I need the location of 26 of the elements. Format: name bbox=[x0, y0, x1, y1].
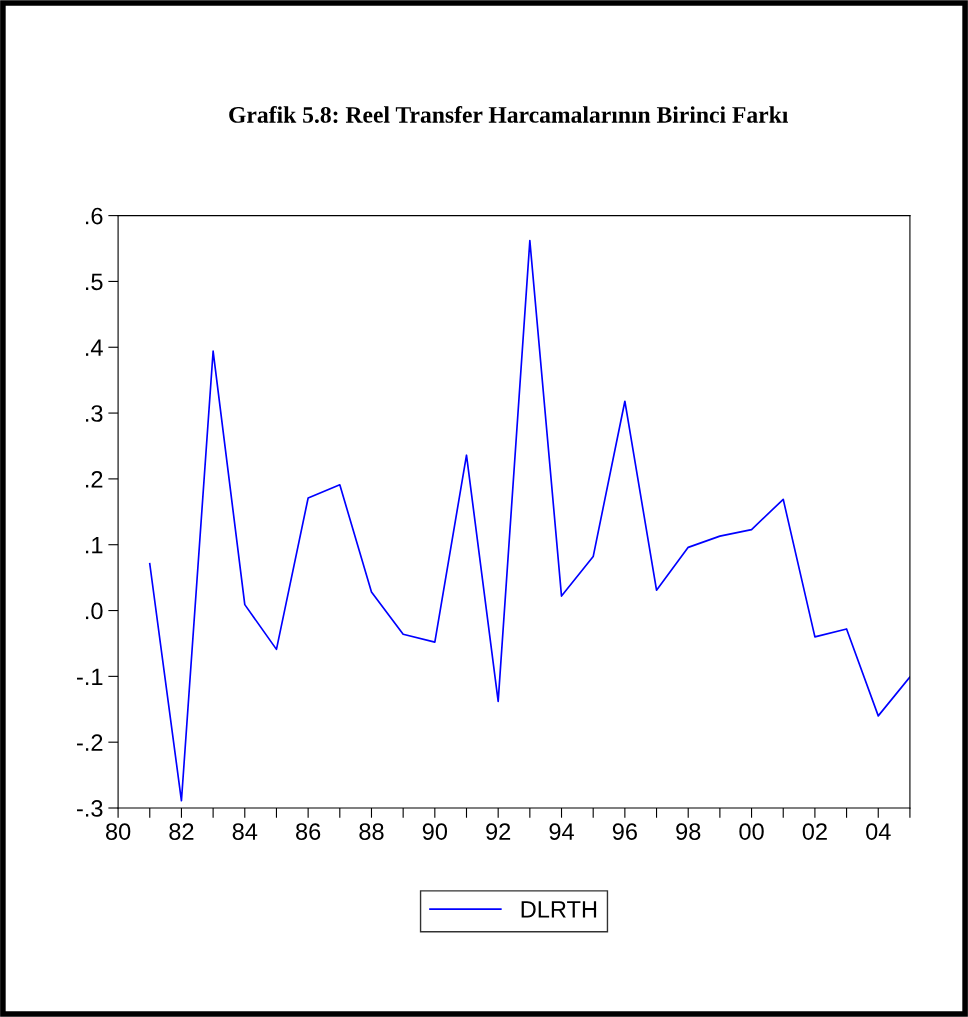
y-tick-label: -.2 bbox=[77, 734, 103, 751]
x-tick-label: 98 bbox=[676, 823, 701, 840]
chart-title: Grafik 5.8: Reel Transfer Harcamalarının Birinci Farkı bbox=[229, 106, 789, 123]
x-tick-label: 82 bbox=[169, 823, 194, 840]
x-tick-label: 96 bbox=[612, 823, 637, 840]
y-tick-label: .1 bbox=[85, 537, 103, 554]
x-tick-label: 84 bbox=[232, 823, 258, 840]
y-tick-label: .5 bbox=[85, 273, 103, 291]
x-tick-label: 92 bbox=[486, 823, 511, 840]
y-tick-label: .0 bbox=[85, 602, 103, 620]
y-tick-label: .6 bbox=[85, 207, 103, 225]
y-tick-label: -.1 bbox=[77, 668, 103, 685]
y-tick-label: .3 bbox=[85, 405, 103, 422]
x-tick-label: 90 bbox=[422, 823, 448, 840]
x-tick-label: 80 bbox=[105, 823, 131, 840]
y-tick-label: .4 bbox=[85, 339, 103, 356]
x-tick-label: 00 bbox=[739, 823, 764, 840]
line-series bbox=[148, 239, 910, 802]
x-tick-label: 88 bbox=[359, 823, 384, 840]
legend-label: DLRTH bbox=[521, 901, 597, 918]
x-tick-label: 94 bbox=[549, 823, 574, 840]
y-tick-label: -.3 bbox=[77, 800, 103, 817]
x-tick-label: 02 bbox=[802, 823, 827, 840]
y-tick-label: .2 bbox=[85, 470, 103, 488]
x-tick-label: 04 bbox=[866, 823, 891, 840]
x-tick-label: 86 bbox=[296, 823, 321, 840]
